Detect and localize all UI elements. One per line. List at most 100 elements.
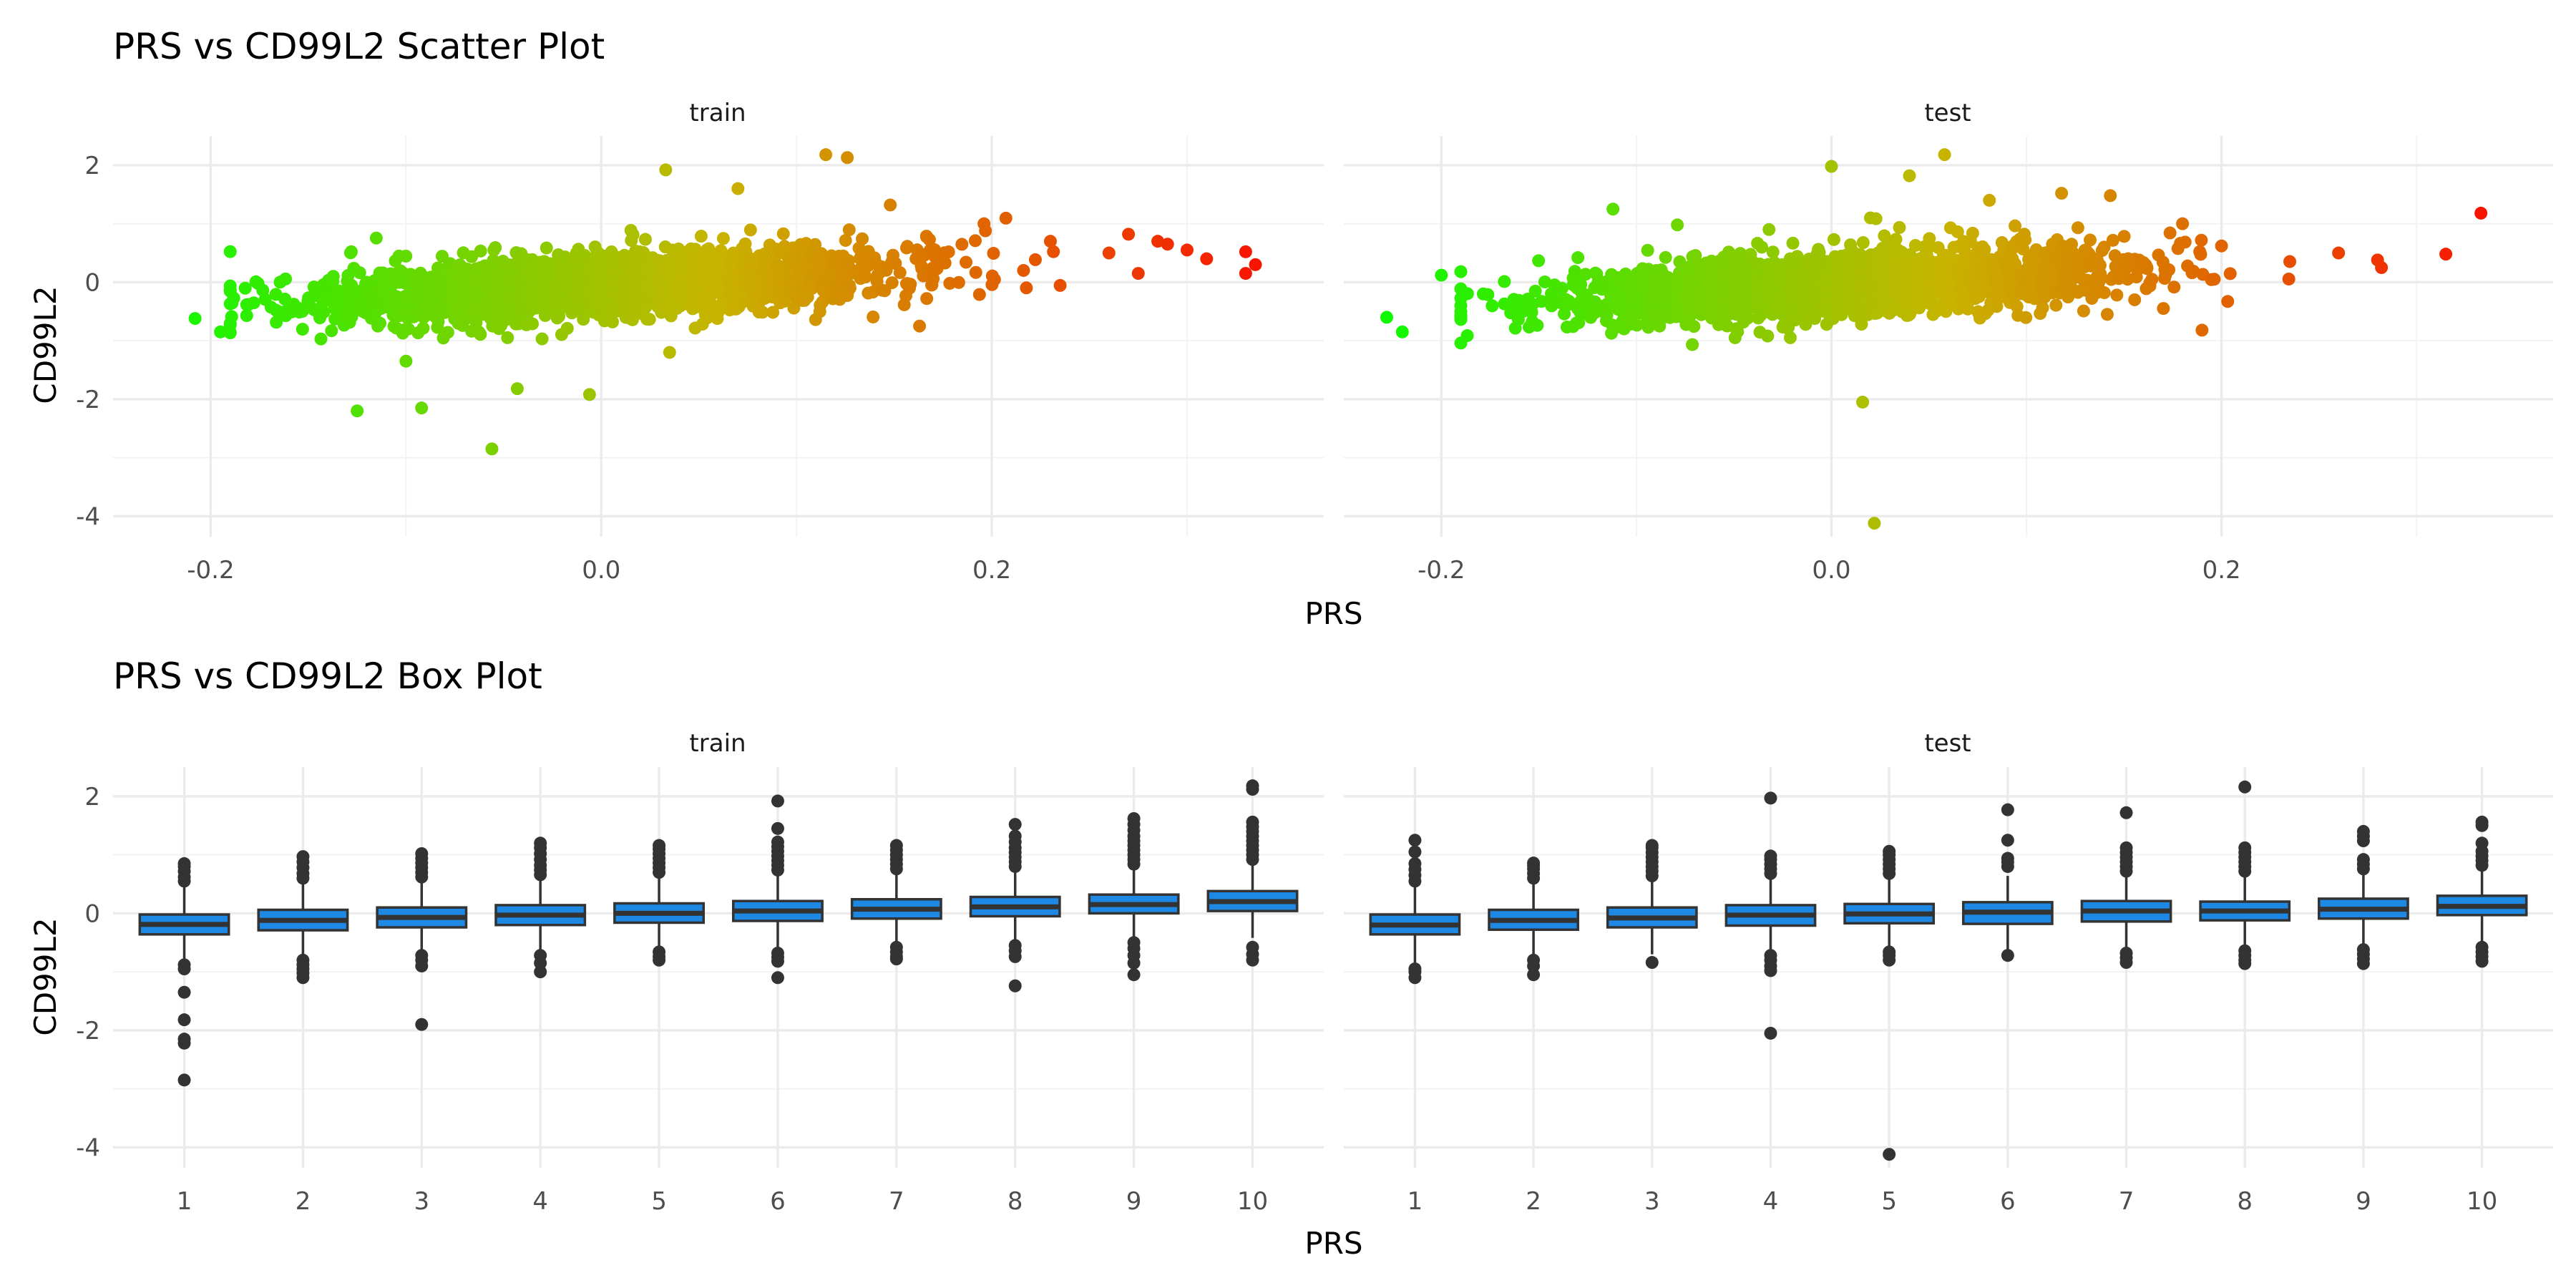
scatter-point bbox=[2100, 308, 2114, 321]
scatter-point bbox=[968, 234, 982, 248]
scatter-point bbox=[487, 253, 500, 267]
scatter-point bbox=[2094, 267, 2107, 280]
box-outlier bbox=[1764, 791, 1777, 805]
scatter-point bbox=[842, 223, 856, 237]
box-outlier bbox=[1408, 971, 1422, 985]
scatter-point bbox=[987, 273, 1001, 286]
x-tick-label: 0.0 bbox=[1812, 556, 1850, 585]
scatter-point bbox=[643, 313, 656, 326]
x-tick-label: 6 bbox=[2000, 1187, 2016, 1216]
scatter-point bbox=[920, 292, 934, 306]
box-outlier bbox=[1408, 834, 1422, 847]
scatter-point bbox=[369, 231, 383, 245]
scatter-point bbox=[317, 306, 331, 319]
scatter-point bbox=[223, 279, 237, 293]
box-outlier bbox=[1127, 811, 1141, 825]
scatter-point bbox=[2104, 189, 2117, 203]
x-tick-label: 4 bbox=[532, 1187, 548, 1216]
scatter-point bbox=[972, 288, 986, 301]
scatter-point bbox=[1783, 331, 1797, 344]
scatter-point bbox=[1200, 252, 1214, 265]
scatter-point bbox=[1903, 169, 1916, 182]
x-tick-label: 9 bbox=[2356, 1187, 2371, 1216]
scatter-point bbox=[1641, 243, 1654, 257]
scatter-point bbox=[2145, 273, 2159, 286]
scatter-point bbox=[819, 148, 833, 162]
scatter-point bbox=[2221, 295, 2235, 308]
scatter-point bbox=[663, 346, 676, 359]
box-plot-title: PRS vs CD99L2 Box Plot bbox=[113, 655, 542, 697]
scatter-point bbox=[2195, 323, 2209, 337]
box-outlier bbox=[177, 962, 191, 976]
x-tick-label: 0.0 bbox=[582, 556, 620, 585]
box-outlier bbox=[1527, 857, 1541, 870]
box-outlier bbox=[534, 836, 547, 850]
box-outlier bbox=[1645, 839, 1659, 852]
box-outlier bbox=[534, 965, 547, 979]
scatter-point bbox=[223, 326, 237, 340]
scatter-point bbox=[2178, 235, 2192, 249]
scatter-point bbox=[399, 354, 413, 368]
scatter-point bbox=[1531, 318, 1544, 332]
scatter-point bbox=[743, 223, 757, 237]
box-outlier bbox=[1645, 956, 1659, 970]
scatter-point bbox=[1047, 245, 1060, 258]
box-outlier bbox=[415, 1018, 429, 1031]
box-outlier bbox=[1008, 829, 1022, 843]
scatter-point bbox=[2195, 233, 2208, 247]
scatter-point bbox=[987, 247, 1000, 260]
scatter-point bbox=[2106, 233, 2119, 247]
scatter-point bbox=[1131, 267, 1145, 280]
scatter-strip-test: test bbox=[1924, 99, 1971, 127]
x-tick-label: 0.2 bbox=[2202, 556, 2241, 585]
scatter-point bbox=[296, 323, 309, 336]
box-strip-train: train bbox=[689, 729, 746, 758]
scatter-point bbox=[1786, 236, 1800, 250]
scatter-point bbox=[1555, 281, 1568, 295]
x-tick-label: 2 bbox=[296, 1187, 311, 1216]
scatter-point bbox=[2157, 302, 2170, 316]
x-tick-label: 1 bbox=[1407, 1187, 1423, 1216]
scatter-point bbox=[2019, 311, 2033, 324]
scatter-point bbox=[638, 233, 652, 246]
scatter-point bbox=[2282, 272, 2296, 286]
scatter-point bbox=[415, 401, 429, 415]
scatter-point bbox=[626, 228, 640, 241]
box-outlier bbox=[2475, 815, 2489, 829]
scatter-point bbox=[1761, 329, 1775, 343]
scatter-point bbox=[913, 319, 927, 333]
scatter-point bbox=[489, 241, 502, 255]
scatter-point bbox=[560, 321, 574, 335]
box-outlier bbox=[2001, 834, 2014, 847]
scatter-point bbox=[855, 232, 869, 245]
scatter-point bbox=[2223, 267, 2237, 280]
scatter-point bbox=[1102, 246, 1116, 260]
x-tick-label: -0.2 bbox=[1418, 556, 1465, 585]
scatter-point bbox=[731, 182, 745, 195]
y-tick-label: -2 bbox=[76, 1017, 100, 1045]
box-y-axis-title: CD99L2 bbox=[28, 917, 63, 1035]
scatter-point bbox=[416, 321, 430, 335]
scatter-point bbox=[969, 265, 982, 279]
scatter-point bbox=[240, 309, 253, 323]
box-outlier bbox=[2119, 806, 2133, 819]
scatter-point bbox=[979, 224, 992, 238]
scatter-point bbox=[2036, 301, 2049, 315]
scatter-point bbox=[1498, 275, 1511, 288]
box-outlier bbox=[771, 971, 784, 985]
box-outlier bbox=[2001, 949, 2014, 962]
x-tick-label: 6 bbox=[770, 1187, 786, 1216]
scatter-point bbox=[1659, 250, 1672, 264]
box-outlier bbox=[2001, 852, 2014, 865]
box-outlier bbox=[1883, 844, 1896, 858]
box-outlier bbox=[296, 850, 310, 864]
box-outlier bbox=[1246, 779, 1259, 793]
scatter-point bbox=[952, 275, 965, 289]
x-tick-label: 5 bbox=[1881, 1187, 1897, 1216]
scatter-point bbox=[1966, 226, 1979, 240]
box-outlier bbox=[296, 971, 310, 985]
scatter-point bbox=[1869, 212, 1883, 225]
x-tick-label: 7 bbox=[889, 1187, 904, 1216]
